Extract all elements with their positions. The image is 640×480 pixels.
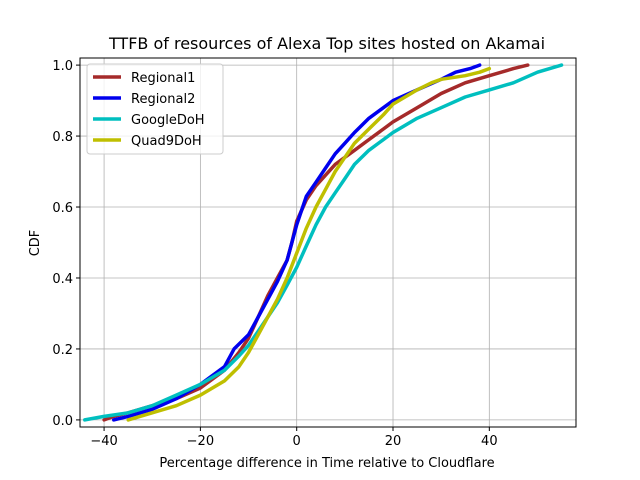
y-tick-label: 0.4 [52,272,73,287]
legend-box [86,63,224,155]
legend-label-googledoh: GoogleDoH [131,113,205,128]
y-tick-label: 0.2 [52,343,73,358]
y-axis-label: CDF [28,230,43,257]
x-tick-label: 20 [385,434,402,449]
chart-title: TTFB of resources of Alexa Top sites hos… [108,34,545,53]
legend-label-regional2: Regional2 [131,92,195,107]
y-tick-label: 0.0 [52,414,73,429]
x-tick-label: −40 [90,434,117,449]
x-tick-label: 0 [293,434,301,449]
grid [80,58,576,427]
series-line-regional2 [111,63,482,422]
legend-label-regional1: Regional1 [131,71,195,86]
x-tick-label: 40 [481,434,498,449]
legend-label-quad9doh: Quad9DoH [131,134,202,149]
y-tick-label: 0.6 [52,201,73,216]
y-tick-label: 0.8 [52,130,73,145]
series-line-googledoh [83,63,564,422]
legend: Regional1 Regional2 GoogleDoH Quad9DoH [86,63,224,155]
x-tick-label: −20 [187,434,214,449]
y-tick-label: 1.0 [52,59,73,74]
plot-series [83,63,564,422]
axes-frame [79,57,577,428]
axis-ticks: −40 −20 0 20 40 0.0 0.2 0.4 0.6 0.8 1.0 [52,59,497,449]
x-axis-label: Percentage difference in Time relative t… [159,456,494,471]
series-line-quad9doh [126,66,492,422]
